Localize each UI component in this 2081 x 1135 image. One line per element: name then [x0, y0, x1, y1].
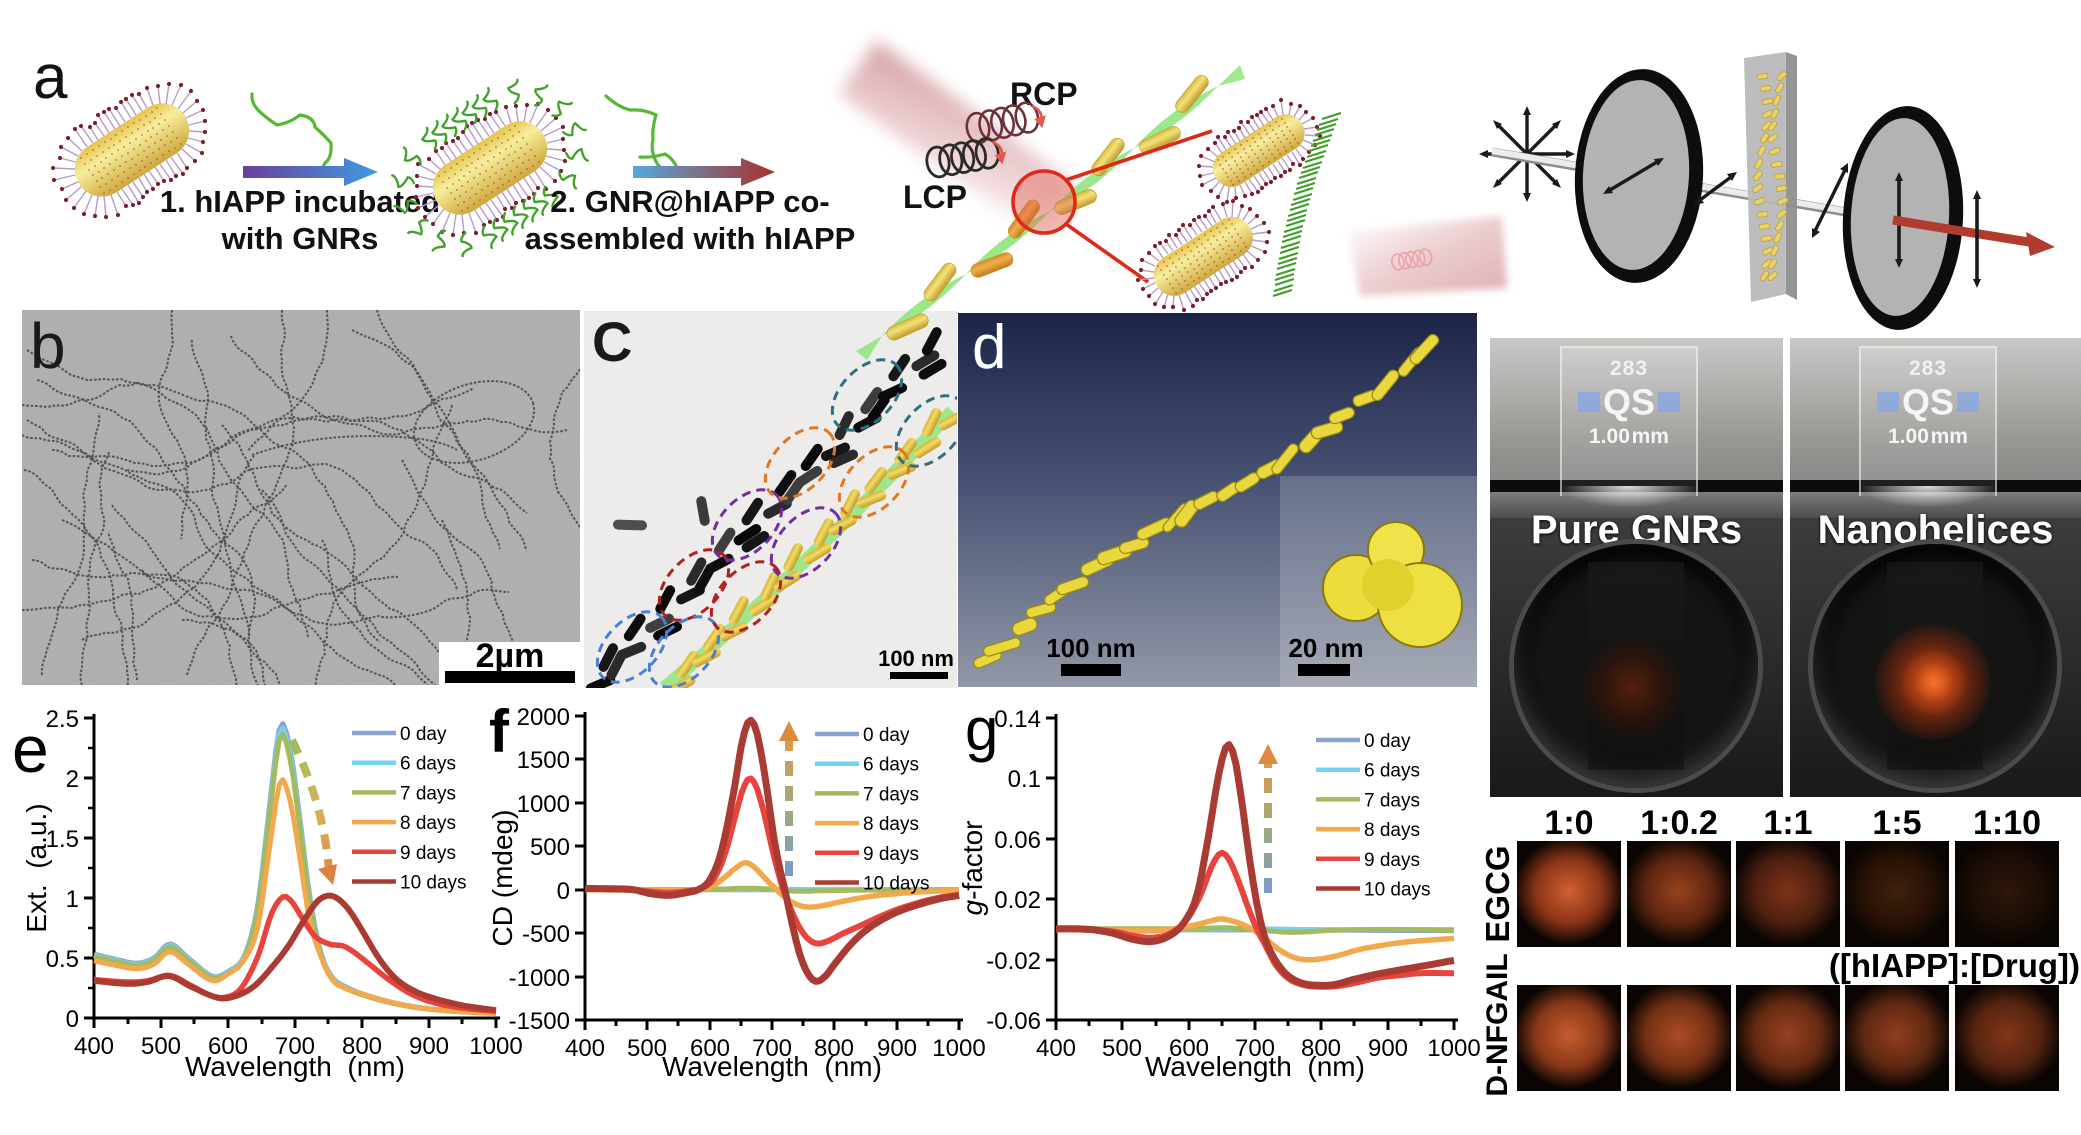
svg-text:0: 0 — [557, 878, 570, 905]
svg-text:with GNRs: with GNRs — [221, 221, 379, 256]
svg-text:7 days: 7 days — [863, 784, 919, 805]
svg-text:400: 400 — [565, 1035, 605, 1062]
svg-text:800: 800 — [814, 1035, 854, 1062]
svg-text:700: 700 — [275, 1033, 315, 1060]
svg-text:g: g — [965, 700, 998, 763]
svg-text:-500: -500 — [522, 921, 570, 948]
svg-text:1000: 1000 — [932, 1035, 985, 1062]
svg-text:Wavelength (nm): Wavelength (nm) — [662, 1051, 882, 1082]
svg-text:LCP: LCP — [903, 179, 967, 215]
svg-text:700: 700 — [1235, 1035, 1275, 1062]
svg-text:8 days: 8 days — [863, 814, 919, 835]
svg-text:500: 500 — [530, 834, 570, 861]
svg-text:a: a — [33, 43, 68, 112]
svg-text:2000: 2000 — [517, 704, 570, 731]
svg-text:10 days: 10 days — [400, 873, 467, 894]
svg-text:C: C — [592, 311, 632, 373]
svg-text:-1000: -1000 — [509, 965, 570, 992]
svg-text:100 nm: 100 nm — [1046, 633, 1136, 663]
svg-text:b: b — [30, 310, 66, 382]
svg-text:7 days: 7 days — [1364, 790, 1420, 811]
svg-text:e: e — [12, 712, 49, 786]
svg-text:800: 800 — [342, 1033, 382, 1060]
svg-text:1000: 1000 — [1427, 1035, 1480, 1062]
svg-text:0 day: 0 day — [863, 725, 910, 746]
svg-text:600: 600 — [1169, 1035, 1209, 1062]
svg-text:6 days: 6 days — [1364, 761, 1420, 782]
svg-text:assembled with hIAPP: assembled with hIAPP — [525, 221, 856, 256]
svg-text:0.02: 0.02 — [994, 887, 1041, 914]
svg-text:9 days: 9 days — [400, 843, 456, 864]
svg-text:600: 600 — [690, 1035, 730, 1062]
svg-text:400: 400 — [1036, 1035, 1076, 1062]
svg-text:2. GNR@hIAPP co-: 2. GNR@hIAPP co- — [550, 184, 829, 219]
svg-text:-0.06: -0.06 — [986, 1008, 1041, 1035]
svg-text:RCP: RCP — [1010, 76, 1078, 112]
svg-text:0.14: 0.14 — [994, 706, 1041, 733]
svg-text:1: 1 — [66, 886, 79, 913]
svg-text:20 nm: 20 nm — [1288, 633, 1363, 663]
svg-text:900: 900 — [409, 1033, 449, 1060]
svg-text:-0.02: -0.02 — [986, 948, 1041, 975]
svg-text:-1500: -1500 — [509, 1008, 570, 1035]
svg-text:10 days: 10 days — [1364, 880, 1431, 901]
svg-text:2: 2 — [66, 766, 79, 793]
svg-text:500: 500 — [627, 1035, 667, 1062]
svg-text:6 days: 6 days — [863, 755, 919, 776]
svg-text:400: 400 — [74, 1033, 114, 1060]
svg-text:Wavelength (nm): Wavelength (nm) — [1145, 1051, 1365, 1082]
svg-text:8 days: 8 days — [400, 813, 456, 834]
svg-text:d: d — [972, 313, 1006, 382]
svg-text:1500: 1500 — [517, 747, 570, 774]
svg-text:0 day: 0 day — [400, 724, 447, 745]
svg-text:800: 800 — [1301, 1035, 1341, 1062]
svg-text:1. hIAPP incubated: 1. hIAPP incubated — [160, 184, 440, 219]
svg-text:7 days: 7 days — [400, 783, 456, 804]
svg-text:900: 900 — [1368, 1035, 1408, 1062]
svg-text:9 days: 9 days — [1364, 850, 1420, 871]
svg-text:900: 900 — [877, 1035, 917, 1062]
svg-text:9 days: 9 days — [863, 844, 919, 865]
svg-text:1000: 1000 — [469, 1033, 522, 1060]
svg-text:8 days: 8 days — [1364, 820, 1420, 841]
svg-text:Wavelength (nm): Wavelength (nm) — [185, 1051, 405, 1082]
svg-text:CD (mdeg): CD (mdeg) — [487, 810, 518, 947]
svg-text:g-factor: g-factor — [960, 821, 988, 916]
svg-text:0: 0 — [66, 1006, 79, 1033]
svg-text:2.5: 2.5 — [46, 706, 79, 733]
svg-text:600: 600 — [208, 1033, 248, 1060]
svg-text:Ext. (a.u.): Ext. (a.u.) — [21, 803, 52, 932]
svg-text:0.5: 0.5 — [46, 946, 79, 973]
svg-text:0.06: 0.06 — [994, 827, 1041, 854]
svg-text:0.1: 0.1 — [1008, 766, 1041, 793]
svg-text:500: 500 — [141, 1033, 181, 1060]
svg-text:500: 500 — [1102, 1035, 1142, 1062]
svg-text:1000: 1000 — [517, 791, 570, 818]
svg-text:2µm: 2µm — [476, 637, 545, 675]
svg-text:10 days: 10 days — [863, 874, 930, 895]
svg-text:1.5: 1.5 — [46, 826, 79, 853]
svg-text:100 nm: 100 nm — [878, 646, 954, 671]
svg-text:0 day: 0 day — [1364, 731, 1411, 752]
svg-text:700: 700 — [752, 1035, 792, 1062]
svg-text:6 days: 6 days — [400, 754, 456, 775]
svg-text:f: f — [489, 700, 510, 765]
